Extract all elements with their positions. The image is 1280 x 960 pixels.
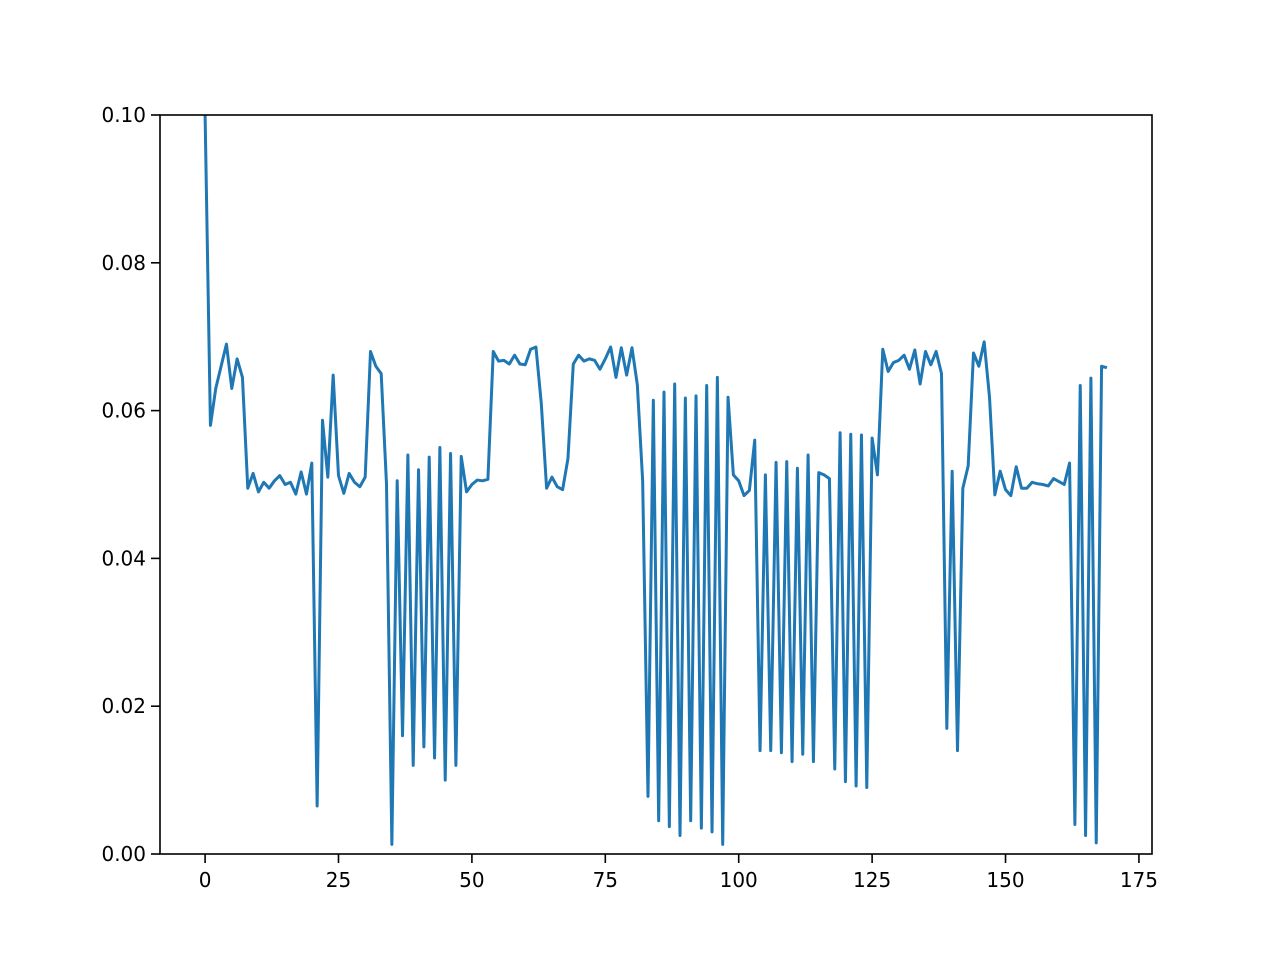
x-tick-label: 100	[720, 868, 758, 892]
data-line	[203, 115, 1108, 846]
x-tick-label: 50	[459, 868, 484, 892]
y-tick-label: 0.04	[101, 546, 146, 570]
y-tick-label: 0.10	[101, 103, 146, 127]
x-tick-label: 0	[199, 868, 212, 892]
x-tick-label: 150	[986, 868, 1024, 892]
y-tick-label: 0.02	[101, 694, 146, 718]
y-tick-label: 0.00	[101, 842, 146, 866]
axes-frame	[159, 114, 1153, 855]
x-tick-label: 125	[853, 868, 891, 892]
x-tick-label: 25	[326, 868, 351, 892]
x-tick-label: 75	[593, 868, 618, 892]
y-tick-label: 0.06	[101, 399, 146, 423]
y-tick-label: 0.08	[101, 251, 146, 275]
x-tick-label: 175	[1120, 868, 1158, 892]
